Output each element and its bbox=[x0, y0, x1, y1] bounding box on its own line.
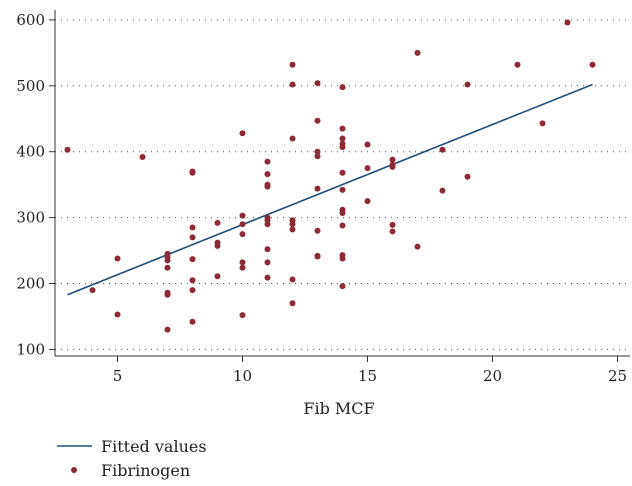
fibrinogen-point bbox=[389, 228, 396, 235]
legend-fibrinogen-marker bbox=[71, 467, 77, 473]
fibrinogen-point bbox=[239, 130, 246, 137]
fibrinogen-point bbox=[289, 300, 296, 307]
fibrinogen-point bbox=[339, 144, 346, 151]
fibrinogen-point bbox=[139, 153, 146, 160]
fibrinogen-point bbox=[264, 274, 271, 281]
fibrinogen-point bbox=[264, 158, 271, 165]
fibrinogen-point bbox=[539, 120, 546, 127]
fibrinogen-point bbox=[314, 185, 321, 192]
fibrinogen-point bbox=[239, 264, 246, 271]
fibrinogen-point bbox=[189, 169, 196, 176]
fibrinogen-point bbox=[189, 234, 196, 241]
fibrinogen-point bbox=[389, 163, 396, 170]
fibrinogen-point bbox=[189, 256, 196, 263]
fibrinogen-point bbox=[189, 277, 196, 284]
fibrinogen-point bbox=[264, 221, 271, 228]
fitted-line-layer bbox=[67, 83, 593, 296]
fibrinogen-point bbox=[414, 243, 421, 250]
fibrinogen-point bbox=[339, 135, 346, 142]
fibrinogen-point bbox=[289, 226, 296, 233]
fibrinogen-point bbox=[439, 187, 446, 194]
fibrinogen-point bbox=[289, 276, 296, 283]
fibrinogen-point bbox=[264, 171, 271, 178]
fibrinogen-point bbox=[564, 19, 571, 26]
fibrinogen-point bbox=[464, 81, 471, 88]
fibrinogen-point bbox=[164, 257, 171, 264]
axes: 100 200 300 400 500 600 5 10 15 20 25 bbox=[16, 10, 630, 385]
fibrinogen-point bbox=[314, 227, 321, 234]
fibrinogen-point bbox=[364, 165, 371, 172]
legend: Fitted values Fibrinogen bbox=[57, 437, 207, 480]
fibrinogen-point bbox=[239, 259, 246, 266]
x-tick-label-10: 10 bbox=[233, 367, 252, 385]
fibrinogen-point bbox=[339, 169, 346, 176]
fibrinogen-point bbox=[389, 221, 396, 228]
legend-fitted-values-label: Fitted values bbox=[101, 437, 207, 456]
fibrinogen-point bbox=[89, 287, 96, 294]
fibrinogen-point bbox=[264, 246, 271, 253]
fibrinogen-point bbox=[314, 117, 321, 124]
fibrinogen-point bbox=[339, 186, 346, 193]
fibrinogen-point bbox=[264, 183, 271, 190]
fibrinogen-point bbox=[289, 135, 296, 142]
fibrinogen-point bbox=[264, 259, 271, 266]
legend-fibrinogen-label: Fibrinogen bbox=[101, 461, 190, 480]
fibrinogen-point bbox=[114, 255, 121, 262]
fibrinogen-point bbox=[314, 80, 321, 87]
fibrinogen-point bbox=[339, 209, 346, 216]
x-axis-title: Fib MCF bbox=[303, 399, 374, 418]
fibrinogen-point bbox=[414, 49, 421, 56]
fibrinogen-point bbox=[189, 318, 196, 325]
fibrinogen-point bbox=[364, 141, 371, 148]
fibrinogen-point bbox=[239, 221, 246, 228]
fibrinogen-point bbox=[314, 253, 321, 260]
fibrinogen-point bbox=[589, 61, 596, 68]
fibrinogen-point bbox=[189, 287, 196, 294]
fibrinogen-point bbox=[64, 146, 71, 153]
y-tick-label-400: 400 bbox=[16, 143, 45, 161]
fibrinogen-point bbox=[164, 326, 171, 333]
fibrinogen-point bbox=[164, 264, 171, 271]
fibrinogen-point bbox=[239, 231, 246, 238]
fibrinogen-point bbox=[239, 312, 246, 319]
y-tick-label-300: 300 bbox=[16, 209, 45, 227]
x-tick-label-20: 20 bbox=[483, 367, 502, 385]
fibrinogen-point bbox=[289, 61, 296, 68]
fibrinogen-point bbox=[339, 84, 346, 91]
fibrinogen-point bbox=[389, 156, 396, 163]
fibrinogen-point bbox=[514, 61, 521, 68]
fibrinogen-point bbox=[289, 221, 296, 228]
fibrinogen-point bbox=[314, 153, 321, 160]
y-tick-label-500: 500 bbox=[16, 77, 45, 95]
y-tick-label-100: 100 bbox=[16, 340, 45, 358]
fibrinogen-point bbox=[189, 224, 196, 231]
fibrinogen-point bbox=[214, 273, 221, 280]
fibrinogen-point bbox=[339, 222, 346, 229]
y-tick-label-200: 200 bbox=[16, 275, 45, 293]
fibrinogen-point bbox=[214, 219, 221, 226]
fibrinogen-point bbox=[239, 212, 246, 219]
fibrinogen-point bbox=[114, 311, 121, 318]
fibrinogen-point bbox=[214, 242, 221, 249]
fibrinogen-point bbox=[464, 173, 471, 180]
x-tick-label-5: 5 bbox=[113, 367, 123, 385]
x-tick-label-25: 25 bbox=[608, 367, 627, 385]
fibrinogen-point bbox=[314, 148, 321, 155]
fibrinogen-point bbox=[339, 255, 346, 262]
y-tick-label-600: 600 bbox=[16, 11, 45, 29]
fibrinogen-point bbox=[164, 291, 171, 298]
fitted-values-line bbox=[67, 83, 593, 296]
fibrinogen-point bbox=[339, 125, 346, 132]
fibrinogen-point bbox=[289, 81, 296, 88]
fibrinogen-point bbox=[339, 283, 346, 290]
fibrinogen-point bbox=[439, 146, 446, 153]
fibrinogen-point bbox=[364, 198, 371, 205]
data-points bbox=[64, 19, 596, 333]
x-tick-label-15: 15 bbox=[358, 367, 377, 385]
